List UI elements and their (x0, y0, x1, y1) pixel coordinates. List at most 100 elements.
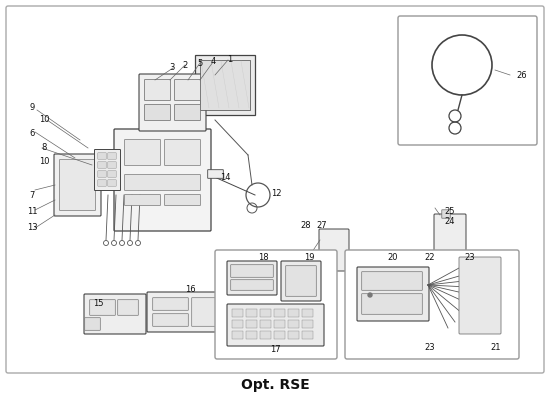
Bar (246, 320, 257, 328)
Text: 12: 12 (271, 188, 281, 198)
Text: 14: 14 (220, 172, 230, 182)
Text: 13: 13 (27, 224, 37, 232)
Text: 26: 26 (516, 70, 527, 80)
FancyBboxPatch shape (362, 294, 422, 314)
FancyBboxPatch shape (98, 171, 106, 177)
Text: 6: 6 (29, 128, 35, 138)
Text: 18: 18 (258, 252, 268, 262)
FancyBboxPatch shape (398, 16, 537, 145)
Text: 4: 4 (210, 58, 216, 66)
Bar (274, 309, 285, 317)
FancyBboxPatch shape (227, 261, 277, 295)
FancyBboxPatch shape (124, 194, 161, 206)
Bar (260, 331, 271, 339)
Bar (246, 309, 257, 317)
FancyBboxPatch shape (230, 265, 273, 277)
FancyBboxPatch shape (139, 74, 206, 131)
Text: 24: 24 (445, 218, 455, 226)
Bar (274, 331, 285, 339)
Polygon shape (200, 60, 250, 110)
FancyBboxPatch shape (114, 129, 211, 231)
FancyBboxPatch shape (147, 292, 234, 332)
FancyBboxPatch shape (95, 150, 120, 190)
FancyBboxPatch shape (108, 171, 116, 177)
Text: 21: 21 (491, 344, 501, 352)
FancyBboxPatch shape (98, 162, 106, 168)
Circle shape (368, 293, 372, 297)
Bar (232, 331, 243, 339)
FancyBboxPatch shape (192, 298, 227, 326)
FancyBboxPatch shape (98, 153, 106, 159)
Text: 9: 9 (29, 104, 35, 112)
FancyBboxPatch shape (281, 261, 321, 301)
Bar (302, 309, 313, 317)
Text: 23: 23 (425, 344, 435, 352)
FancyBboxPatch shape (124, 140, 161, 166)
FancyBboxPatch shape (174, 104, 201, 120)
Text: 25: 25 (445, 208, 455, 216)
FancyBboxPatch shape (108, 180, 116, 186)
FancyBboxPatch shape (164, 140, 201, 166)
FancyBboxPatch shape (6, 6, 544, 373)
Text: 27: 27 (317, 220, 327, 230)
Text: 28: 28 (301, 220, 311, 230)
Bar (232, 309, 243, 317)
Text: 10: 10 (39, 116, 50, 124)
FancyBboxPatch shape (54, 154, 101, 216)
FancyBboxPatch shape (174, 80, 201, 100)
FancyBboxPatch shape (345, 250, 519, 359)
FancyBboxPatch shape (230, 280, 273, 290)
Text: 2: 2 (183, 60, 188, 70)
Text: 19: 19 (304, 252, 314, 262)
Bar (260, 320, 271, 328)
Bar (232, 320, 243, 328)
Bar (288, 309, 299, 317)
Polygon shape (150, 70, 430, 250)
Bar (302, 320, 313, 328)
FancyBboxPatch shape (153, 314, 188, 326)
Text: eurospares: eurospares (172, 275, 268, 315)
Polygon shape (195, 55, 255, 115)
Text: 23: 23 (465, 254, 475, 262)
Text: eurospares: eurospares (302, 132, 417, 178)
FancyBboxPatch shape (145, 104, 170, 120)
Text: eurospares: eurospares (397, 275, 493, 315)
FancyBboxPatch shape (319, 229, 349, 271)
Text: 10: 10 (39, 158, 50, 166)
FancyBboxPatch shape (227, 304, 324, 346)
FancyBboxPatch shape (90, 300, 116, 315)
FancyBboxPatch shape (164, 194, 201, 206)
FancyBboxPatch shape (362, 272, 422, 290)
FancyBboxPatch shape (153, 298, 188, 310)
Text: 5: 5 (197, 58, 202, 68)
FancyBboxPatch shape (118, 300, 138, 315)
FancyBboxPatch shape (215, 250, 337, 359)
FancyBboxPatch shape (145, 80, 170, 100)
Text: 11: 11 (27, 208, 37, 216)
FancyBboxPatch shape (85, 318, 100, 330)
Text: 8: 8 (41, 144, 47, 152)
Bar (288, 331, 299, 339)
FancyBboxPatch shape (285, 266, 316, 296)
Text: Opt. RSE: Opt. RSE (241, 378, 309, 392)
FancyBboxPatch shape (84, 294, 146, 334)
Text: 20: 20 (388, 254, 398, 262)
FancyBboxPatch shape (357, 267, 429, 321)
FancyBboxPatch shape (59, 160, 96, 210)
FancyBboxPatch shape (442, 210, 450, 218)
Text: 16: 16 (185, 286, 195, 294)
Text: 15: 15 (93, 300, 103, 308)
Text: 7: 7 (29, 190, 35, 200)
Bar (260, 309, 271, 317)
Bar (274, 320, 285, 328)
FancyBboxPatch shape (208, 170, 223, 178)
FancyBboxPatch shape (124, 174, 201, 190)
Text: 1: 1 (227, 56, 233, 64)
Text: 17: 17 (270, 346, 280, 354)
Bar (302, 331, 313, 339)
FancyBboxPatch shape (459, 257, 501, 334)
Bar (246, 331, 257, 339)
FancyBboxPatch shape (108, 162, 116, 168)
Text: 3: 3 (169, 64, 175, 72)
FancyBboxPatch shape (434, 214, 466, 251)
